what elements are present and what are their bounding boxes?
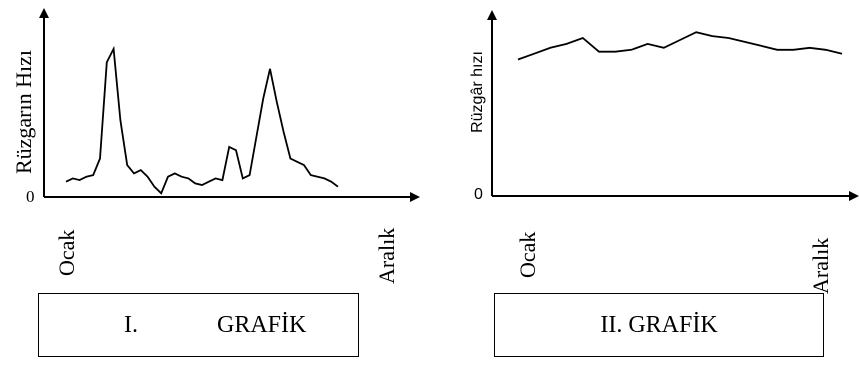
chart-2: 0 Rüzgâr hızı Ocak Aralık [469,10,859,294]
chart-2-series-line [517,31,843,61]
caption-2-text: II. GRAFİK [600,311,718,338]
chart-1-x-start-label: Ocak [54,230,79,276]
caption-1-number: I. [124,311,138,338]
chart-1-y-label: Rüzgarın Hızı [11,50,36,174]
chart-2-zero-label: 0 [474,186,483,203]
chart-1-x-end-label: Aralık [374,228,399,284]
caption-1-word: GRAFİK [217,311,307,338]
caption-box-2: II. GRAFİK [494,293,824,357]
chart-1: 0 Rüzgarın Hızı Ocak Aralık [11,8,420,284]
chart-2-x-start-label: Ocak [515,232,540,278]
chart-2-x-end-label: Aralık [808,238,833,294]
chart-1-series-line [65,45,339,195]
chart-1-zero-label: 0 [26,187,35,206]
caption-box-1: I. GRAFİK [38,293,359,357]
chart-2-y-label: Rüzgâr hızı [469,51,486,133]
